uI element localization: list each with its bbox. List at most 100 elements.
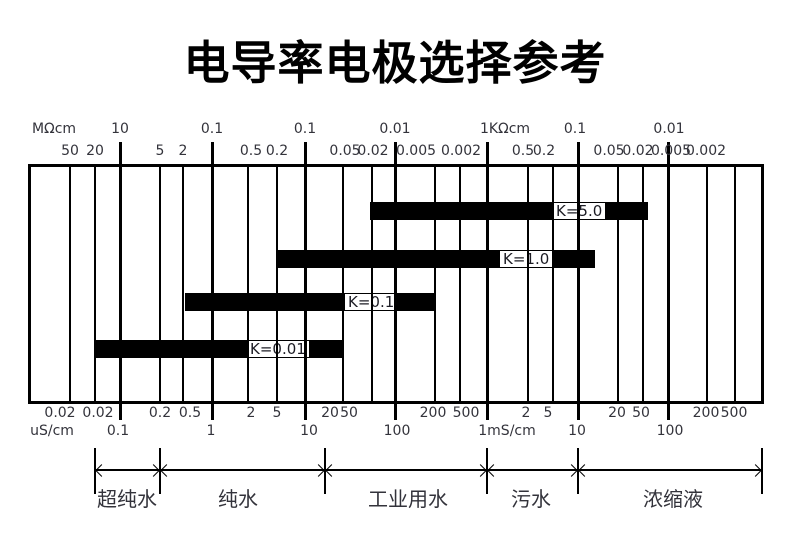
top-axis-minor-label: 50 <box>61 143 79 159</box>
bottom-axis-minor-label: 20 <box>321 405 339 421</box>
bottom-axis-major-label: 0.1 <box>106 423 130 439</box>
category-tick <box>94 448 96 494</box>
gridline-major <box>667 167 670 401</box>
major-tick-bottom <box>211 401 214 420</box>
water-category-label: 浓缩液 <box>643 487 703 511</box>
category-tick <box>577 448 579 494</box>
bottom-axis-minor-label: 5 <box>543 405 553 421</box>
water-category-label: 纯水 <box>218 487 258 511</box>
bottom-axis-minor-label: 0.5 <box>178 405 202 421</box>
gridline-major <box>577 167 580 401</box>
major-tick-top <box>577 142 580 167</box>
top-axis-minor-label: 2 <box>178 143 188 159</box>
bottom-axis-major-label: 10 <box>568 423 586 439</box>
gridline-minor <box>434 167 436 401</box>
category-tick <box>159 448 161 494</box>
top-axis-minor-label: 5 <box>155 143 165 159</box>
top-axis-minor-label: 0.005 <box>395 143 437 159</box>
major-tick-top <box>119 142 122 167</box>
major-tick-top <box>211 142 214 167</box>
bottom-axis-minor-label: 2 <box>246 405 256 421</box>
water-category-label: 污水 <box>511 487 551 511</box>
gridline-minor <box>459 167 461 401</box>
top-axis-major-label: 10 <box>111 121 129 137</box>
arrowhead-right-icon <box>749 463 762 477</box>
arrowhead-left-icon <box>95 463 108 477</box>
top-axis-minor-label: 0.002 <box>685 143 727 159</box>
major-tick-bottom <box>304 401 307 420</box>
gridline-minor <box>706 167 708 401</box>
bottom-axis-minor-label: 200 <box>419 405 447 421</box>
top-axis-major-label: 0.01 <box>653 121 685 137</box>
gridline-minor <box>159 167 161 401</box>
major-tick-bottom <box>394 401 397 420</box>
bottom-axis-minor-label: 500 <box>720 405 748 421</box>
top-axis-major-label: 1KΩcm <box>479 121 531 137</box>
plot-border <box>28 164 764 404</box>
arrowhead-left-icon <box>578 463 591 477</box>
gridline-major <box>119 167 122 401</box>
gridline-minor <box>642 167 644 401</box>
gridline-minor <box>527 167 529 401</box>
major-tick-top <box>667 142 670 167</box>
gridline-minor <box>94 167 96 401</box>
bottom-axis-major-label: 1 <box>206 423 216 439</box>
major-tick-bottom <box>577 401 580 420</box>
major-tick-top <box>394 142 397 167</box>
electrode-constant-label: K=1.0 <box>500 251 553 267</box>
bottom-axis-minor-label: 0.2 <box>148 405 172 421</box>
chart-title: 电导率电极选择参考 <box>183 36 607 90</box>
top-axis-minor-label: 0.5 <box>239 143 263 159</box>
gridline-major <box>394 167 397 401</box>
bottom-axis-minor-label: 50 <box>632 405 650 421</box>
bottom-axis-minor-label: 500 <box>452 405 480 421</box>
bottom-axis-minor-label: 200 <box>692 405 720 421</box>
bottom-axis-minor-label: 50 <box>340 405 358 421</box>
gridline-minor <box>69 167 71 401</box>
major-tick-bottom <box>667 401 670 420</box>
top-axis-major-label: 0.1 <box>200 121 224 137</box>
arrowhead-right-icon <box>474 463 487 477</box>
gridline-minor <box>617 167 619 401</box>
gridline-minor <box>247 167 249 401</box>
bottom-axis-minor-label: 0.02 <box>82 405 114 421</box>
top-axis-major-label: 0.1 <box>563 121 587 137</box>
top-axis-minor-label: 0.2 <box>532 143 556 159</box>
gridline-minor <box>734 167 736 401</box>
water-category-label: 超纯水 <box>97 487 157 511</box>
major-tick-top <box>486 142 489 167</box>
bottom-axis-major-label: 10 <box>300 423 318 439</box>
gridline-minor <box>371 167 373 401</box>
top-axis-minor-label: 20 <box>86 143 104 159</box>
arrowhead-right-icon <box>147 463 160 477</box>
bottom-axis-minor-label: 0.02 <box>44 405 76 421</box>
gridline-major <box>211 167 214 401</box>
top-axis-minor-label: 0.05 <box>329 143 361 159</box>
gridline-minor <box>182 167 184 401</box>
arrowhead-right-icon <box>565 463 578 477</box>
gridline-minor <box>552 167 554 401</box>
major-tick-bottom <box>486 401 489 420</box>
bottom-axis-major-label: 100 <box>383 423 411 439</box>
top-axis-minor-label: 0.2 <box>265 143 289 159</box>
bottom-axis-minor-label: 20 <box>608 405 626 421</box>
top-axis-minor-label: 0.05 <box>593 143 625 159</box>
category-tick <box>486 448 488 494</box>
top-axis-minor-label: 0.02 <box>357 143 389 159</box>
top-axis-minor-label: 0.002 <box>440 143 482 159</box>
bottom-axis-major-label: 1mS/cm <box>478 423 536 439</box>
bottom-axis-minor-label: 5 <box>272 405 282 421</box>
gridline-minor <box>276 167 278 401</box>
top-axis-minor-label: 0.02 <box>622 143 654 159</box>
arrowhead-right-icon <box>312 463 325 477</box>
gridline-minor <box>342 167 344 401</box>
bottom-axis-major-label: uS/cm <box>30 423 74 439</box>
water-category-label: 工业用水 <box>368 487 448 511</box>
top-axis-major-label: 0.01 <box>379 121 411 137</box>
bottom-axis-minor-label: 2 <box>521 405 531 421</box>
bottom-axis-major-label: 100 <box>656 423 684 439</box>
gridline-major <box>304 167 307 401</box>
major-tick-top <box>304 142 307 167</box>
major-tick-bottom <box>119 401 122 420</box>
